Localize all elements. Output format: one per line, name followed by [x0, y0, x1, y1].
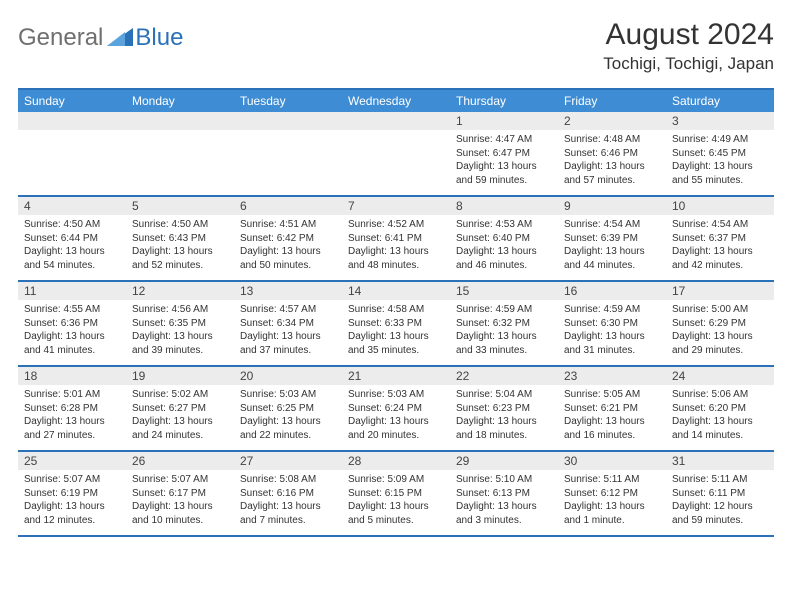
day-number-cell: 21 [342, 366, 450, 385]
day-detail-cell: Sunrise: 5:07 AMSunset: 6:19 PMDaylight:… [18, 470, 126, 536]
day-number-cell: 18 [18, 366, 126, 385]
day-header: Wednesday [342, 89, 450, 112]
logo-triangle-icon [107, 26, 133, 51]
logo-text-general: General [18, 24, 103, 52]
logo: General Blue [18, 18, 183, 52]
day-number-cell: 29 [450, 451, 558, 470]
day-detail-cell: Sunrise: 4:54 AMSunset: 6:37 PMDaylight:… [666, 215, 774, 281]
day-number-cell: 24 [666, 366, 774, 385]
day-number-cell: 19 [126, 366, 234, 385]
day-number-cell [126, 112, 234, 130]
day-detail-cell: Sunrise: 4:52 AMSunset: 6:41 PMDaylight:… [342, 215, 450, 281]
day-detail-cell: Sunrise: 4:57 AMSunset: 6:34 PMDaylight:… [234, 300, 342, 366]
day-header: Saturday [666, 89, 774, 112]
day-detail-cell: Sunrise: 4:58 AMSunset: 6:33 PMDaylight:… [342, 300, 450, 366]
day-number-cell: 7 [342, 196, 450, 215]
day-number-row: 11121314151617 [18, 281, 774, 300]
day-detail-cell: Sunrise: 5:01 AMSunset: 6:28 PMDaylight:… [18, 385, 126, 451]
day-detail-cell: Sunrise: 5:08 AMSunset: 6:16 PMDaylight:… [234, 470, 342, 536]
day-number-cell: 16 [558, 281, 666, 300]
calendar-head: SundayMondayTuesdayWednesdayThursdayFrid… [18, 89, 774, 112]
day-detail-cell: Sunrise: 4:53 AMSunset: 6:40 PMDaylight:… [450, 215, 558, 281]
day-number-cell: 5 [126, 196, 234, 215]
day-number-row: 18192021222324 [18, 366, 774, 385]
day-header: Tuesday [234, 89, 342, 112]
day-detail-cell: Sunrise: 4:51 AMSunset: 6:42 PMDaylight:… [234, 215, 342, 281]
day-detail-cell: Sunrise: 4:48 AMSunset: 6:46 PMDaylight:… [558, 130, 666, 196]
calendar-body: 123 Sunrise: 4:47 AMSunset: 6:47 PMDayli… [18, 112, 774, 536]
day-detail-cell: Sunrise: 4:59 AMSunset: 6:30 PMDaylight:… [558, 300, 666, 366]
day-header: Sunday [18, 89, 126, 112]
day-detail-cell: Sunrise: 5:07 AMSunset: 6:17 PMDaylight:… [126, 470, 234, 536]
day-number-cell: 23 [558, 366, 666, 385]
day-number-cell: 2 [558, 112, 666, 130]
day-header: Friday [558, 89, 666, 112]
day-detail-row: Sunrise: 5:07 AMSunset: 6:19 PMDaylight:… [18, 470, 774, 536]
day-detail-row: Sunrise: 5:01 AMSunset: 6:28 PMDaylight:… [18, 385, 774, 451]
day-detail-cell: Sunrise: 4:47 AMSunset: 6:47 PMDaylight:… [450, 130, 558, 196]
day-number-cell [234, 112, 342, 130]
day-number-cell: 13 [234, 281, 342, 300]
day-number-cell: 30 [558, 451, 666, 470]
day-number-cell: 22 [450, 366, 558, 385]
day-number-cell [18, 112, 126, 130]
day-detail-cell: Sunrise: 5:02 AMSunset: 6:27 PMDaylight:… [126, 385, 234, 451]
calendar-table: SundayMondayTuesdayWednesdayThursdayFrid… [18, 88, 774, 537]
day-number-cell: 3 [666, 112, 774, 130]
day-number-cell: 17 [666, 281, 774, 300]
day-header: Thursday [450, 89, 558, 112]
header: General Blue August 2024 Tochigi, Tochig… [18, 18, 774, 74]
day-number-row: 45678910 [18, 196, 774, 215]
day-number-cell: 12 [126, 281, 234, 300]
day-number-cell: 8 [450, 196, 558, 215]
day-detail-cell [342, 130, 450, 196]
day-detail-cell: Sunrise: 4:50 AMSunset: 6:43 PMDaylight:… [126, 215, 234, 281]
day-detail-cell [126, 130, 234, 196]
day-detail-row: Sunrise: 4:55 AMSunset: 6:36 PMDaylight:… [18, 300, 774, 366]
day-number-cell: 20 [234, 366, 342, 385]
title-block: August 2024 Tochigi, Tochigi, Japan [603, 18, 774, 74]
day-number-cell: 10 [666, 196, 774, 215]
day-detail-cell: Sunrise: 5:06 AMSunset: 6:20 PMDaylight:… [666, 385, 774, 451]
month-title: August 2024 [603, 18, 774, 52]
day-number-cell: 4 [18, 196, 126, 215]
day-detail-row: Sunrise: 4:50 AMSunset: 6:44 PMDaylight:… [18, 215, 774, 281]
location: Tochigi, Tochigi, Japan [603, 54, 774, 74]
day-number-cell [342, 112, 450, 130]
day-detail-cell: Sunrise: 5:11 AMSunset: 6:12 PMDaylight:… [558, 470, 666, 536]
logo-text-blue: Blue [135, 24, 183, 52]
day-header: Monday [126, 89, 234, 112]
day-detail-cell: Sunrise: 5:03 AMSunset: 6:24 PMDaylight:… [342, 385, 450, 451]
day-detail-cell: Sunrise: 4:49 AMSunset: 6:45 PMDaylight:… [666, 130, 774, 196]
day-detail-cell: Sunrise: 4:56 AMSunset: 6:35 PMDaylight:… [126, 300, 234, 366]
day-number-cell: 1 [450, 112, 558, 130]
day-number-cell: 28 [342, 451, 450, 470]
day-detail-row: Sunrise: 4:47 AMSunset: 6:47 PMDaylight:… [18, 130, 774, 196]
day-detail-cell: Sunrise: 5:00 AMSunset: 6:29 PMDaylight:… [666, 300, 774, 366]
day-detail-cell: Sunrise: 4:50 AMSunset: 6:44 PMDaylight:… [18, 215, 126, 281]
day-number-cell: 14 [342, 281, 450, 300]
day-number-row: 25262728293031 [18, 451, 774, 470]
day-number-cell: 31 [666, 451, 774, 470]
day-number-cell: 26 [126, 451, 234, 470]
day-detail-cell: Sunrise: 5:10 AMSunset: 6:13 PMDaylight:… [450, 470, 558, 536]
day-number-cell: 15 [450, 281, 558, 300]
day-detail-cell: Sunrise: 5:11 AMSunset: 6:11 PMDaylight:… [666, 470, 774, 536]
day-detail-cell: Sunrise: 5:04 AMSunset: 6:23 PMDaylight:… [450, 385, 558, 451]
day-detail-cell: Sunrise: 5:05 AMSunset: 6:21 PMDaylight:… [558, 385, 666, 451]
day-detail-cell: Sunrise: 4:55 AMSunset: 6:36 PMDaylight:… [18, 300, 126, 366]
day-number-cell: 11 [18, 281, 126, 300]
day-detail-cell: Sunrise: 4:59 AMSunset: 6:32 PMDaylight:… [450, 300, 558, 366]
day-detail-cell [234, 130, 342, 196]
day-number-cell: 9 [558, 196, 666, 215]
day-detail-cell [18, 130, 126, 196]
day-number-row: 123 [18, 112, 774, 130]
day-number-cell: 27 [234, 451, 342, 470]
day-detail-cell: Sunrise: 5:03 AMSunset: 6:25 PMDaylight:… [234, 385, 342, 451]
day-detail-cell: Sunrise: 4:54 AMSunset: 6:39 PMDaylight:… [558, 215, 666, 281]
day-detail-cell: Sunrise: 5:09 AMSunset: 6:15 PMDaylight:… [342, 470, 450, 536]
day-number-cell: 25 [18, 451, 126, 470]
day-number-cell: 6 [234, 196, 342, 215]
